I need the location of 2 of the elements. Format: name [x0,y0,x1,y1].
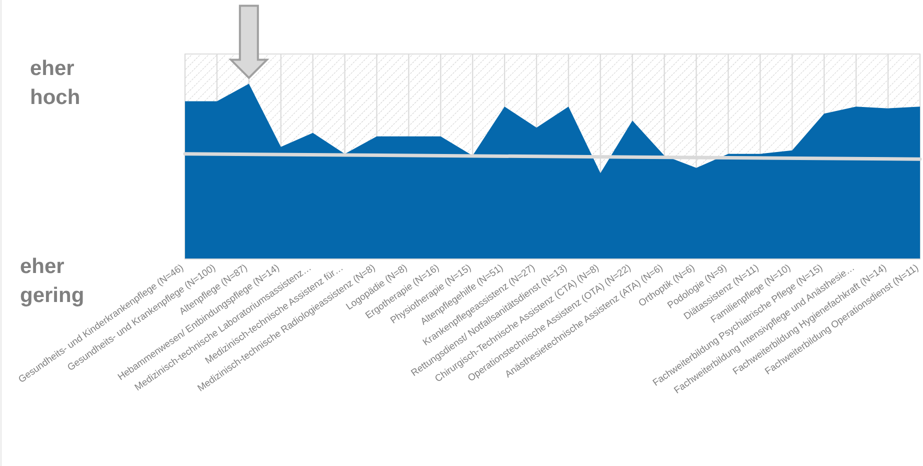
text: eher gering [20,255,84,307]
text: eher hoch [30,57,80,109]
